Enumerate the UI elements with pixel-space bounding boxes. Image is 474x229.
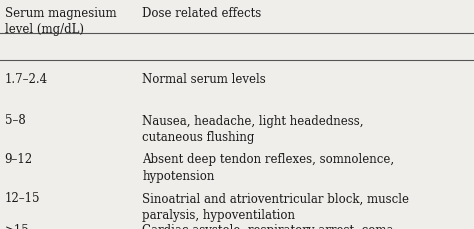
Text: Serum magnesium
level (mg/dL): Serum magnesium level (mg/dL) xyxy=(5,7,116,36)
Text: Absent deep tendon reflexes, somnolence,
hypotension: Absent deep tendon reflexes, somnolence,… xyxy=(142,153,394,183)
Text: Normal serum levels: Normal serum levels xyxy=(142,73,266,86)
Text: Cardiac asystole, respiratory arrest, coma: Cardiac asystole, respiratory arrest, co… xyxy=(142,224,394,229)
Text: 1.7–2.4: 1.7–2.4 xyxy=(5,73,48,86)
Text: Sinoatrial and atrioventricular block, muscle
paralysis, hypoventilation: Sinoatrial and atrioventricular block, m… xyxy=(142,192,409,222)
Text: Dose related effects: Dose related effects xyxy=(142,7,262,20)
Text: 12–15: 12–15 xyxy=(5,192,40,205)
Text: 5–8: 5–8 xyxy=(5,114,26,128)
Text: 9–12: 9–12 xyxy=(5,153,33,166)
Text: >15: >15 xyxy=(5,224,29,229)
Text: Nausea, headache, light headedness,
cutaneous flushing: Nausea, headache, light headedness, cuta… xyxy=(142,114,364,144)
